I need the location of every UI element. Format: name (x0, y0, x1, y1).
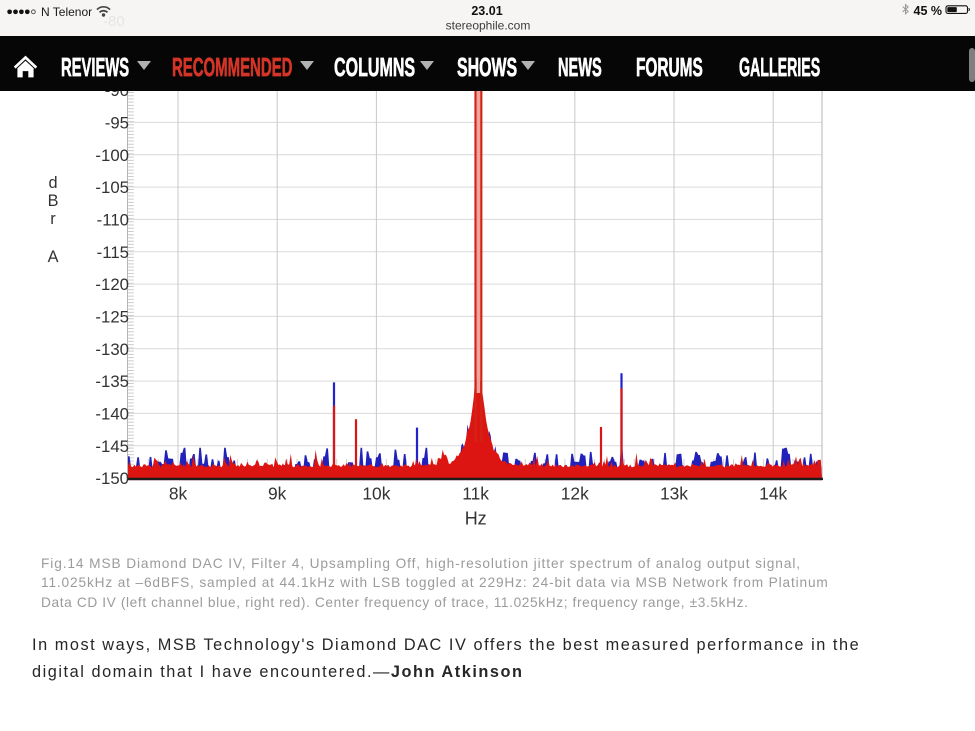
svg-text:A: A (48, 248, 59, 266)
svg-text:N Telenor: N Telenor (41, 5, 92, 19)
svg-text:-100: -100 (95, 146, 129, 165)
svg-text:Hz: Hz (465, 509, 487, 529)
svg-text:-105: -105 (95, 178, 129, 197)
svg-text:11k: 11k (462, 484, 489, 504)
svg-text:r: r (50, 210, 56, 228)
svg-text:-135: -135 (95, 372, 129, 391)
svg-text:9k: 9k (268, 484, 287, 504)
svg-text:-110: -110 (97, 211, 129, 230)
svg-text:-125: -125 (95, 308, 129, 327)
svg-text:-140: -140 (95, 405, 129, 424)
svg-text:-150: -150 (95, 469, 129, 488)
svg-text:stereophile.com: stereophile.com (446, 19, 531, 33)
svg-text:-130: -130 (95, 340, 129, 359)
svg-text:-115: -115 (97, 243, 129, 262)
svg-text:8k: 8k (169, 484, 188, 504)
svg-text:d: d (48, 174, 57, 192)
svg-text:B: B (48, 192, 59, 210)
svg-text:-120: -120 (95, 275, 129, 294)
svg-text:14k: 14k (759, 484, 787, 504)
svg-text:10k: 10k (362, 484, 390, 504)
svg-text:13k: 13k (660, 484, 688, 504)
svg-text:23.01: 23.01 (471, 4, 502, 18)
svg-text:-95: -95 (105, 114, 129, 133)
svg-text:45 %: 45 % (914, 4, 943, 18)
svg-text:12k: 12k (561, 484, 589, 504)
svg-text:-145: -145 (95, 437, 129, 456)
